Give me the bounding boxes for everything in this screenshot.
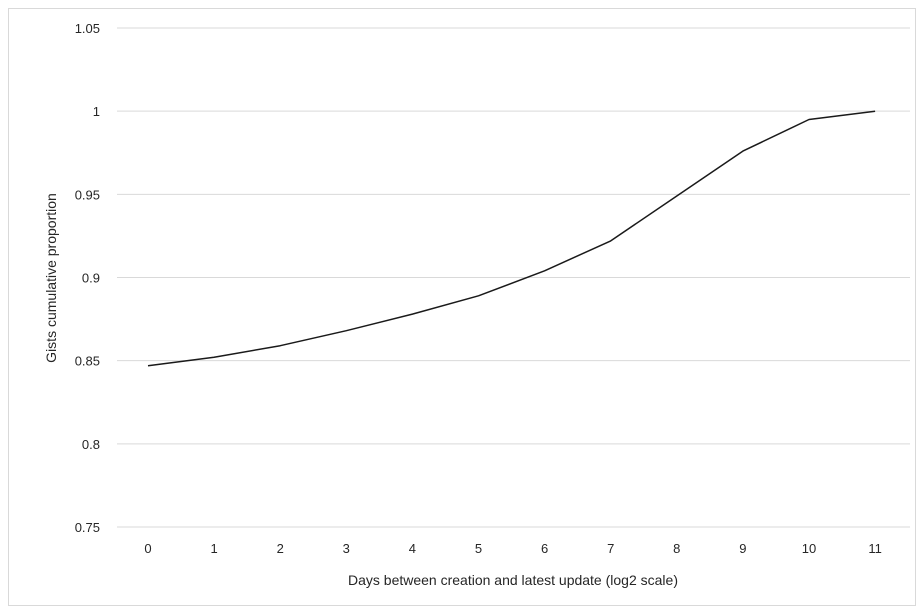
x-tick-label: 9	[739, 541, 746, 556]
x-tick-label: 6	[541, 541, 548, 556]
x-tick-label: 3	[343, 541, 350, 556]
y-tick-label: 0.85	[75, 354, 100, 369]
y-tick-label: 0.75	[75, 520, 100, 535]
x-tick-label: 1	[210, 541, 217, 556]
y-tick-label: 1	[93, 104, 100, 119]
x-tick-label: 0	[144, 541, 151, 556]
series-layer	[147, 110, 876, 367]
x-tick-label: 5	[475, 541, 482, 556]
x-tick-label: 8	[673, 541, 680, 556]
y-tick-label: 0.9	[82, 271, 100, 286]
x-axis-title: Days between creation and latest update …	[348, 572, 678, 588]
y-tick-label: 0.8	[82, 437, 100, 452]
series-line	[147, 110, 876, 367]
y-tick-label: 0.95	[75, 187, 100, 202]
y-axis-title: Gists cumulative proportion	[43, 193, 59, 363]
x-tick-label: 11	[868, 541, 882, 556]
chart-frame	[8, 8, 916, 606]
x-tick-label: 10	[802, 541, 816, 556]
x-tick-label: 2	[277, 541, 284, 556]
gridlines	[117, 27, 910, 528]
y-tick-label: 1.05	[75, 21, 100, 36]
x-axis-ticks: 0 1 2 3 4 5 6 7 8 9 10 11	[144, 541, 881, 556]
x-tick-label: 7	[607, 541, 614, 556]
y-axis-ticks: 0.75 0.8 0.85 0.9 0.95 1 1.05	[75, 21, 100, 535]
x-tick-label: 4	[409, 541, 416, 556]
